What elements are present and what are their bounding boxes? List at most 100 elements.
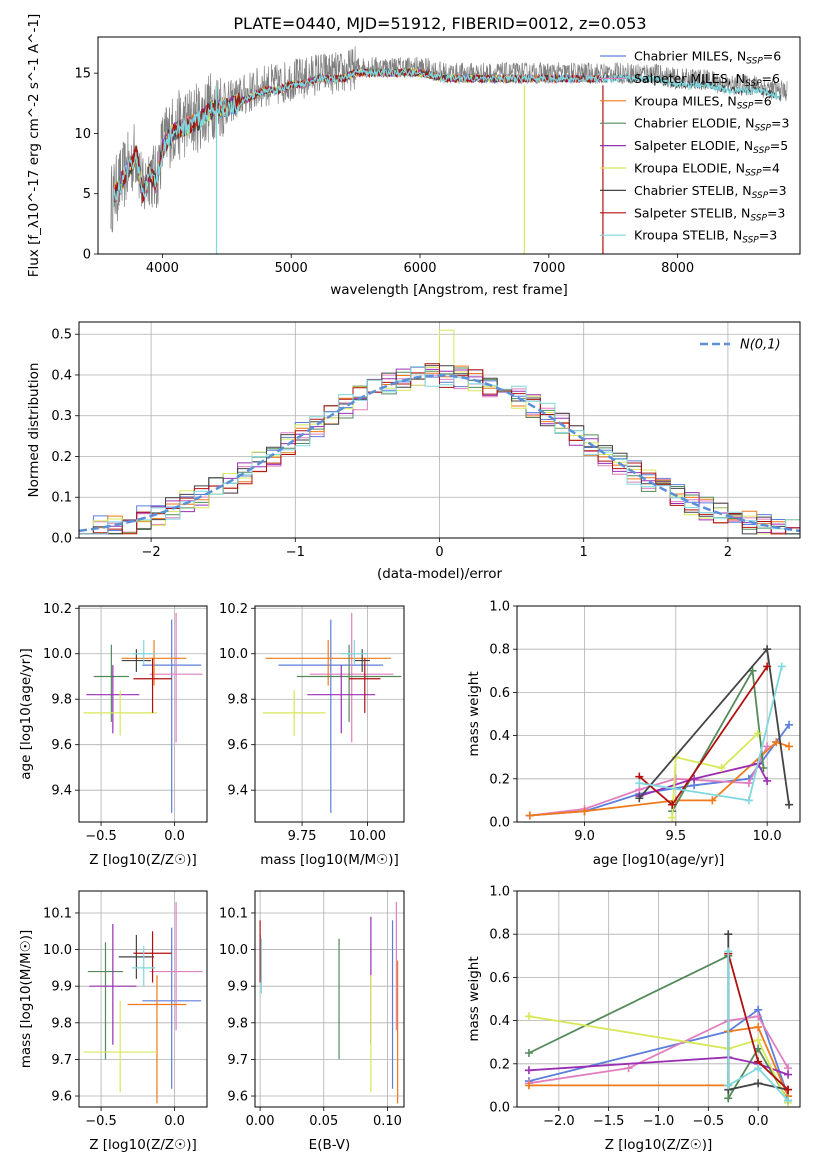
mass-weight-marker <box>754 1064 763 1073</box>
errorbar-point <box>262 690 326 736</box>
axes-frame <box>97 36 801 255</box>
errorbar-point <box>118 934 155 979</box>
errorbar-point <box>83 1000 157 1093</box>
tick-label-x: 0.00 <box>246 1114 275 1129</box>
errorbar-point <box>89 923 137 1045</box>
axes-frame <box>78 605 208 823</box>
mass-weight-marker <box>635 794 644 803</box>
mass-weight-marker <box>724 1081 733 1090</box>
tick-label-y: 9.9 <box>227 980 248 995</box>
mass-weight-marker <box>772 738 781 747</box>
grid <box>79 606 207 822</box>
mass-weight-marker <box>525 811 534 820</box>
x-axis-label: (data-model)/error <box>377 566 503 582</box>
mass-weight-marker <box>754 729 763 738</box>
mass-weight-marker <box>754 1036 763 1045</box>
errorbar-point <box>307 665 376 734</box>
x-axis-label: Z [log10(Z/Z☉)] <box>89 852 197 868</box>
tick-label-x: 8000 <box>661 261 694 276</box>
axes: −2 −1 0 1 2 0.0 0.1 0.2 0.3 0.4 0.5 (data-model)/er… <box>26 321 801 582</box>
plot-area <box>79 329 800 535</box>
tick-label-x: −1 <box>286 545 305 560</box>
tick-label-y: 9.8 <box>51 1016 72 1031</box>
tick-label-y: 0.4 <box>51 368 72 383</box>
y-axis-label: mass weight <box>466 671 482 756</box>
panel-residuals: −2 −1 0 1 2 0.0 0.1 0.2 0.3 0.4 0.5 (data-model)/er… <box>26 321 801 582</box>
mass-weight-marker <box>784 1085 793 1094</box>
errorbar-point <box>86 665 140 734</box>
tick-label-y: 0.6 <box>489 971 510 986</box>
mass-weight-marker <box>708 796 717 805</box>
mass-weight-marker <box>777 662 786 671</box>
mass-weight-marker <box>668 800 677 809</box>
tick-label-y: 10.1 <box>219 906 248 921</box>
tick-label-y: 9.8 <box>227 1016 248 1031</box>
axes: 0.00 0.05 0.10 9.6 9.7 9.8 9.9 10.0 10.1 E(B-V) <box>219 890 405 1153</box>
legend-label: Chabrier ELODIE, NSSP=3 <box>634 116 789 134</box>
mass-weight-marker <box>524 1049 533 1057</box>
mass-weight-marker <box>763 742 772 751</box>
tick-label-y: 10.2 <box>219 602 248 617</box>
tick-label-x: 0 <box>435 545 443 560</box>
observed-spectrum <box>110 46 788 233</box>
tick-label-x: 2 <box>724 545 732 560</box>
plot-area <box>83 901 203 1104</box>
mass-weight-marker <box>748 666 757 675</box>
grid <box>255 606 404 822</box>
tick-label-y: 9.8 <box>227 693 248 708</box>
y-axis-label: age [log10(age/yr)] <box>18 648 34 780</box>
tick-label-y: 0.4 <box>489 1014 510 1029</box>
mass-weight-marker <box>524 1012 533 1021</box>
plot-area <box>259 901 399 1104</box>
normal-curve <box>79 374 800 533</box>
tick-label-x: 6000 <box>403 261 436 276</box>
tick-label-y: 0.0 <box>489 816 510 831</box>
tick-label-x: −0.5 <box>85 829 117 844</box>
grid <box>79 891 207 1107</box>
axes-frame <box>254 605 405 823</box>
model-spectrum <box>112 67 601 207</box>
tick-label-y: 0 <box>83 248 91 263</box>
mass-weight-marker <box>635 779 644 788</box>
mass-weight-marker <box>624 1064 633 1073</box>
panel-massweight-vs-Z: −2.0 −1.5 −1.0 −0.5 0.0 0.0 0.2 0.4 0.6 0.8 1.0 Z [… <box>466 885 801 1153</box>
mass-weight-line <box>528 1015 789 1104</box>
mass-weight-marker <box>785 800 794 809</box>
mass-weight-marker <box>744 779 753 788</box>
axes-frame <box>254 890 405 1108</box>
errorbar-point <box>149 901 203 1031</box>
tick-label-y: 1.0 <box>489 600 510 615</box>
panel-mass-vs-EBV: 0.00 0.05 0.10 9.6 9.7 9.8 9.9 10.0 10.1 E(B-V) <box>219 890 405 1153</box>
mass-weight-marker <box>724 947 733 956</box>
axes: −2.0 −1.5 −1.0 −0.5 0.0 0.0 0.2 0.4 0.6 0.8 1.0 Z [… <box>466 885 801 1153</box>
panel-age-vs-Z: −0.5 0.0 9.4 9.6 9.8 10.0 10.2 Z [log10(Z/Z☉)] a… <box>18 602 208 868</box>
mass-weight-marker <box>763 662 772 671</box>
y-axis-label: mass [log10(M/M☉)] <box>18 930 34 1069</box>
tick-label-y: 0.0 <box>51 532 72 547</box>
figure-title: PLATE=0440, MJD=51912, FIBERID=0012, z=0… <box>233 14 646 33</box>
tick-label-y: 1.0 <box>489 885 510 900</box>
mass-weight-marker <box>717 764 726 772</box>
mass-weight-line <box>529 746 768 817</box>
legend-label: Kroupa MILES, NSSP=6 <box>634 93 772 111</box>
errorbar-point <box>127 975 187 1104</box>
errorbar-point <box>133 931 172 983</box>
tick-label-y: 0.8 <box>489 643 510 658</box>
mass-weight-marker <box>744 796 753 805</box>
axes: −0.5 0.0 9.4 9.6 9.8 10.0 10.2 Z [log10(Z/Z☉)] a… <box>18 602 208 868</box>
legend-label: Salpeter MILES, NSSP=6 <box>634 71 780 89</box>
mass-weight-marker <box>671 774 680 783</box>
plot-area <box>83 612 203 813</box>
axes: 9.0 9.5 10.0 0.0 0.2 0.4 0.6 0.8 1.0 age [log10(a… <box>466 600 801 868</box>
tick-label-y: 10.0 <box>43 647 72 662</box>
plot-area <box>525 645 794 822</box>
mass-weight-marker <box>754 1023 763 1032</box>
axes-frame <box>78 890 208 1108</box>
tick-label-x: −0.5 <box>693 1114 725 1129</box>
mass-weight-line <box>528 1008 789 1097</box>
tick-label-y: 9.4 <box>227 784 248 799</box>
legend-label: Kroupa ELODIE, NSSP=4 <box>634 161 780 179</box>
x-axis-label: age [log10(age/yr)] <box>593 852 725 868</box>
tick-label-x: −2 <box>142 545 161 560</box>
